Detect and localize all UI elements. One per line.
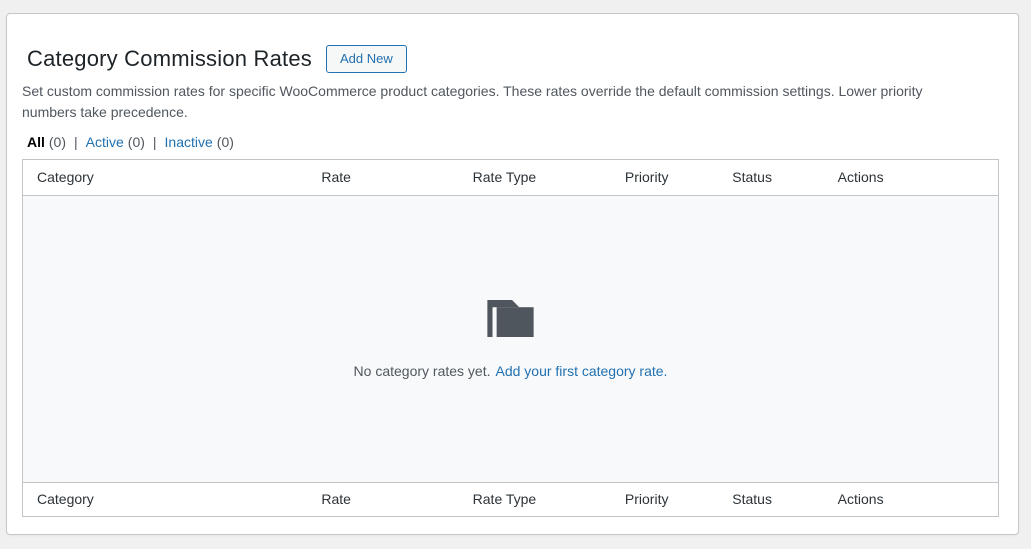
add-new-button[interactable]: Add New <box>325 45 407 73</box>
table-body: No category rates yet. Add your first cat… <box>22 195 999 483</box>
table-header-row: Category Rate Rate Type Priority Status … <box>22 159 999 196</box>
column-header-category: Category <box>22 159 312 196</box>
footer-column-rate: Rate <box>311 482 463 517</box>
footer-column-priority: Priority <box>614 482 723 517</box>
empty-state-content: No category rates yet. Add your first cat… <box>23 299 998 379</box>
folder-icon <box>487 299 534 337</box>
filter-all-label: All <box>27 134 45 150</box>
column-header-rate: Rate <box>311 159 463 196</box>
table-header: Category Rate Rate Type Priority Status … <box>22 159 999 196</box>
status-filter-list: All (0) | Active (0) | Inactive (0) <box>27 134 1002 151</box>
category-rates-table: Category Rate Rate Type Priority Status … <box>22 159 999 517</box>
page-description: Set custom commission rates for specific… <box>22 83 923 120</box>
filter-active-label: Active <box>85 134 124 150</box>
filter-inactive[interactable]: Inactive (0) <box>165 134 234 150</box>
filter-all-count: (0) <box>48 134 67 150</box>
footer-column-actions: Actions <box>827 482 999 517</box>
footer-column-category: Category <box>22 482 312 517</box>
page-title: Category Commission Rates <box>27 46 312 71</box>
filter-separator: | <box>74 134 78 150</box>
filter-inactive-count: (0) <box>216 134 234 150</box>
column-header-rate-type: Rate Type <box>462 159 615 196</box>
empty-state-row: No category rates yet. Add your first cat… <box>22 195 999 483</box>
filter-active-count: (0) <box>127 134 145 150</box>
empty-state: No category rates yet. Add your first cat… <box>22 195 999 483</box>
empty-state-text: No category rates yet. Add your first cat… <box>354 363 668 379</box>
column-header-status: Status <box>722 159 828 196</box>
filter-inactive-label: Inactive <box>164 134 213 150</box>
filter-active[interactable]: Active (0) <box>86 134 145 150</box>
table-footer: Category Rate Rate Type Priority Status … <box>22 482 999 517</box>
filter-separator: | <box>152 134 157 150</box>
table-footer-row: Category Rate Rate Type Priority Status … <box>22 482 999 517</box>
title-row: Category Commission Rates Add New <box>27 44 1002 74</box>
empty-state-message: No category rates yet. <box>353 362 491 379</box>
column-header-priority: Priority <box>614 159 723 196</box>
column-header-actions: Actions <box>827 159 999 196</box>
filter-all[interactable]: All (0) <box>27 134 66 150</box>
footer-column-rate-type: Rate Type <box>462 482 615 517</box>
add-first-rate-link[interactable]: Add your first category rate. <box>495 362 668 379</box>
category-commission-rates-card: Category Commission Rates Add New Set cu… <box>6 13 1019 535</box>
footer-column-status: Status <box>722 482 828 517</box>
